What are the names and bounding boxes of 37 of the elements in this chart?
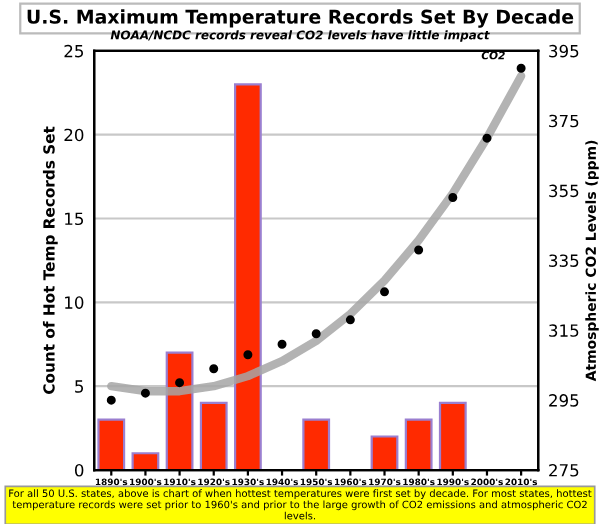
y2-tick-label: 295: [549, 394, 579, 407]
point: [140, 388, 150, 398]
bar: [165, 351, 194, 471]
point: [448, 193, 458, 203]
y-tick-label: 5: [75, 380, 84, 393]
point: [345, 315, 355, 325]
point: [311, 329, 321, 339]
chart-title: U.S. Maximum Temperature Records Set By Decade: [27, 9, 574, 28]
y-tick-label: 20: [64, 128, 84, 142]
line-series: [107, 71, 526, 396]
point: [414, 245, 424, 255]
bar: [370, 435, 399, 471]
bar: [233, 83, 262, 471]
y2-tick-label: 395: [549, 44, 579, 58]
point: [482, 133, 492, 143]
y2-tick-label: 275: [549, 463, 579, 477]
bar: [438, 401, 467, 471]
point: [106, 395, 116, 405]
y2-tick-label: 335: [549, 254, 579, 267]
y-tick-label: 10: [65, 296, 84, 309]
y-tick-label: 0: [74, 463, 84, 477]
bar: [199, 401, 228, 471]
bar: [404, 418, 433, 471]
point: [175, 378, 185, 388]
y2-tick-label: 375: [549, 114, 579, 128]
point: [380, 287, 389, 297]
y2-tick-label: 315: [549, 324, 579, 337]
point: [209, 364, 219, 374]
point: [243, 350, 253, 360]
point: [277, 339, 287, 349]
y2-tick-label: 355: [549, 184, 579, 198]
y-tick-label: 25: [64, 44, 84, 58]
y-tick-label: 15: [65, 212, 84, 226]
bar: [97, 418, 126, 471]
point: [516, 63, 526, 73]
bar: [131, 452, 160, 471]
bar: [302, 418, 331, 471]
